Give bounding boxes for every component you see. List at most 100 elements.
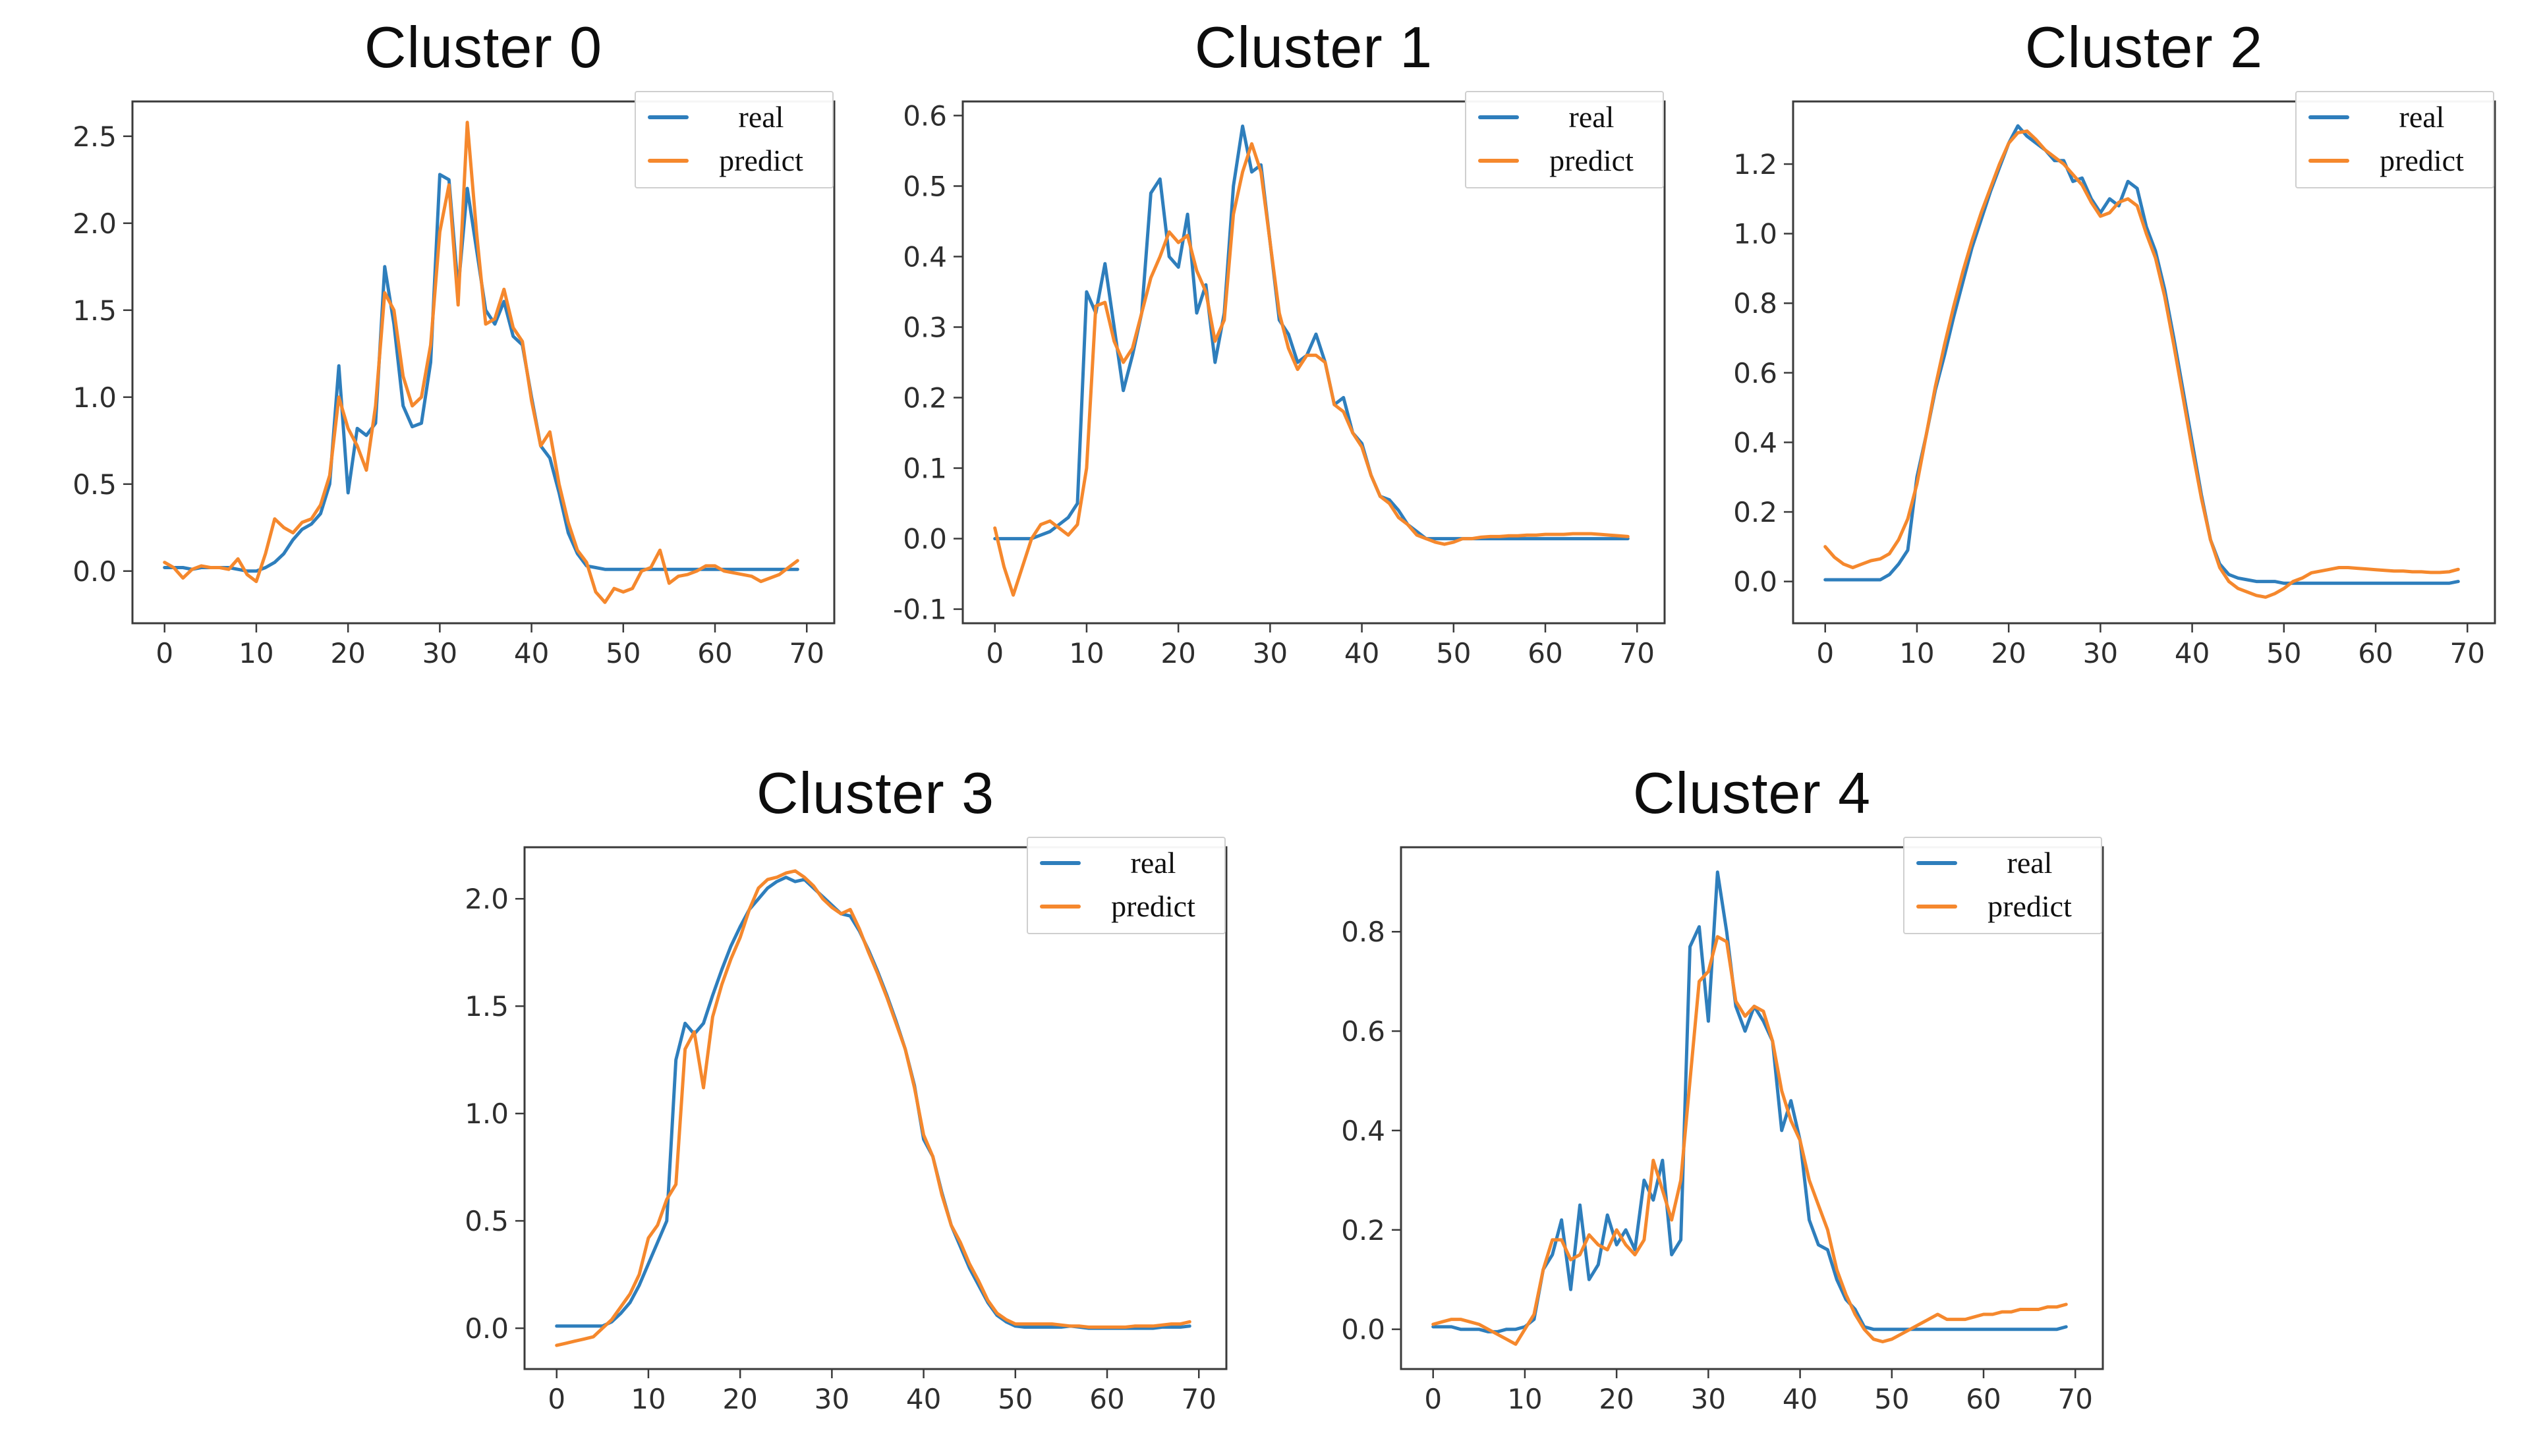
legend-swatch-predict bbox=[1916, 905, 1957, 909]
y-tick-label: 2.5 bbox=[72, 121, 117, 153]
x-tick-label: 40 bbox=[1344, 637, 1379, 669]
legend-label-predict: predict bbox=[2380, 144, 2464, 177]
legend-label-predict: predict bbox=[1111, 889, 1195, 923]
legend-item-predict: predict bbox=[648, 142, 818, 179]
x-tick-label: 30 bbox=[422, 637, 457, 669]
legend-label-predict: predict bbox=[1549, 144, 1634, 177]
x-tick-label: 30 bbox=[1253, 637, 1288, 669]
legend-swatch-real bbox=[1478, 115, 1519, 119]
y-tick-label: 0.2 bbox=[1341, 1214, 1385, 1246]
y-tick-label: 1.5 bbox=[465, 990, 509, 1022]
x-tick-label: 60 bbox=[2358, 637, 2393, 669]
y-tick-label: -0.1 bbox=[893, 594, 947, 626]
legend-item-real: real bbox=[1040, 845, 1210, 882]
x-tick-label: 40 bbox=[1783, 1383, 1817, 1415]
y-tick-label: 1.0 bbox=[465, 1098, 509, 1130]
x-tick-label: 40 bbox=[2175, 637, 2210, 669]
y-tick-label: 0.5 bbox=[465, 1205, 509, 1237]
y-tick-label: 0.2 bbox=[903, 382, 947, 414]
axes-frame bbox=[1792, 100, 2496, 625]
x-tick-label: 70 bbox=[789, 637, 824, 669]
legend-item-real: real bbox=[1916, 845, 2086, 882]
y-tick-label: 0.3 bbox=[903, 311, 947, 343]
y-tick-label: 0.8 bbox=[1341, 916, 1385, 948]
x-tick-label: 70 bbox=[2058, 1383, 2093, 1415]
x-tick-label: 0 bbox=[156, 637, 173, 669]
legend-swatch-real bbox=[1040, 861, 1081, 865]
x-tick-label: 0 bbox=[986, 637, 1004, 669]
x-tick-label: 30 bbox=[2083, 637, 2118, 669]
y-tick-label: 0.4 bbox=[903, 240, 947, 273]
y-tick-label: 1.0 bbox=[72, 381, 117, 414]
predict-line bbox=[163, 121, 799, 604]
x-tick-label: 40 bbox=[906, 1383, 941, 1415]
chart-title-cluster-1: Cluster 1 bbox=[1194, 14, 1433, 80]
x-tick-label: 60 bbox=[1966, 1383, 2001, 1415]
y-tick-label: 0.4 bbox=[1341, 1115, 1385, 1147]
legend-item-predict: predict bbox=[2308, 142, 2478, 179]
legend-swatch-predict bbox=[1040, 905, 1081, 909]
legend-item-real: real bbox=[2308, 99, 2478, 136]
real-line bbox=[163, 173, 799, 573]
y-tick-label: 0.0 bbox=[72, 555, 117, 588]
legend-item-predict: predict bbox=[1916, 888, 2086, 925]
x-tick-label: 50 bbox=[1874, 1383, 1909, 1415]
figure-cluster-4: Cluster 4 0 10 20 30 40 50 60 70 0.0 0.2 0.4 0.6 0.8… bbox=[1302, 755, 2119, 1422]
y-tick-label: 2.0 bbox=[72, 208, 117, 240]
predict-line bbox=[555, 869, 1191, 1347]
legend-item-predict: predict bbox=[1478, 142, 1648, 179]
chart-title-cluster-3: Cluster 3 bbox=[756, 760, 995, 826]
legend-item-real: real bbox=[648, 99, 818, 136]
legend-swatch-real bbox=[2308, 115, 2349, 119]
x-tick-label: 50 bbox=[998, 1383, 1033, 1415]
y-tick-label: 0.5 bbox=[72, 468, 117, 501]
y-tick-label: 0.4 bbox=[1733, 426, 1777, 459]
x-tick-label: 70 bbox=[1182, 1383, 1216, 1415]
x-tick-label: 30 bbox=[815, 1383, 849, 1415]
y-tick-label: 0.0 bbox=[1733, 566, 1777, 598]
x-tick-label: 50 bbox=[2266, 637, 2301, 669]
x-tick-label: 10 bbox=[1069, 637, 1104, 669]
x-tick-label: 0 bbox=[1816, 637, 1834, 669]
real-line bbox=[993, 125, 1630, 541]
figure-cluster-2: Cluster 2 0 10 20 30 40 50 60 70 0.0 0.2 0.4 0.6 0.8… bbox=[1694, 9, 2511, 676]
legend: real predict bbox=[1465, 91, 1664, 188]
x-tick-label: 30 bbox=[1691, 1383, 1726, 1415]
figure-cluster-1: Cluster 1 0 10 20 30 40 50 60 70 -0.1 0.0 0.1 0.2 0.… bbox=[864, 9, 1681, 676]
legend-item-real: real bbox=[1478, 99, 1648, 136]
legend-label-predict: predict bbox=[1987, 889, 2072, 923]
x-tick-label: 70 bbox=[1620, 637, 1655, 669]
y-tick-label: 2.0 bbox=[465, 883, 509, 915]
legend-swatch-predict bbox=[648, 159, 689, 163]
x-tick-label: 0 bbox=[1424, 1383, 1442, 1415]
legend-label-real: real bbox=[2007, 846, 2053, 880]
chart-canvas-cluster-3: 0 10 20 30 40 50 60 70 0.0 0.5 1.0 1.5 2.0 bbox=[465, 846, 1228, 1415]
legend-swatch-real bbox=[648, 115, 689, 119]
real-line bbox=[555, 876, 1191, 1330]
legend-label-real: real bbox=[738, 100, 784, 134]
legend-label-predict: predict bbox=[719, 144, 803, 177]
x-tick-label: 60 bbox=[1089, 1383, 1124, 1415]
y-tick-label: 0.8 bbox=[1733, 287, 1777, 320]
legend-swatch-predict bbox=[2308, 159, 2349, 163]
x-tick-label: 20 bbox=[330, 637, 365, 669]
y-tick-label: 1.5 bbox=[72, 294, 117, 327]
chart-canvas-cluster-2: 0 10 20 30 40 50 60 70 0.0 0.2 0.4 0.6 0.8 1.0 1.2 bbox=[1733, 100, 2496, 669]
legend-label-real: real bbox=[1130, 846, 1176, 880]
legend: real predict bbox=[1903, 837, 2102, 934]
figure-cluster-3: Cluster 3 0 10 20 30 40 50 60 70 0.0 0.5 1.0 1.5 2.0… bbox=[426, 755, 1243, 1422]
y-tick-label: 0.6 bbox=[1733, 357, 1777, 389]
x-tick-label: 0 bbox=[548, 1383, 565, 1415]
y-tick-label: 0.5 bbox=[903, 170, 947, 202]
x-tick-label: 40 bbox=[514, 637, 549, 669]
axes-frame bbox=[1400, 846, 2104, 1370]
y-tick-label: 0.0 bbox=[465, 1312, 509, 1345]
x-tick-label: 20 bbox=[1991, 637, 2026, 669]
legend-label-real: real bbox=[1568, 100, 1615, 134]
figure-cluster-0: Cluster 0 0 10 20 30 40 50 60 70 0.0 0.5 1.0 1.5 2.0… bbox=[34, 9, 851, 676]
x-tick-label: 70 bbox=[2450, 637, 2485, 669]
plot-area-cluster-2: 0 10 20 30 40 50 60 70 0.0 0.2 0.4 0.6 0.8 1.0 1.2 real… bbox=[1694, 83, 2511, 676]
plot-area-cluster-4: 0 10 20 30 40 50 60 70 0.0 0.2 0.4 0.6 0.8 real predic… bbox=[1302, 829, 2119, 1422]
x-tick-label: 60 bbox=[1528, 637, 1562, 669]
legend-label-real: real bbox=[2399, 100, 2445, 134]
